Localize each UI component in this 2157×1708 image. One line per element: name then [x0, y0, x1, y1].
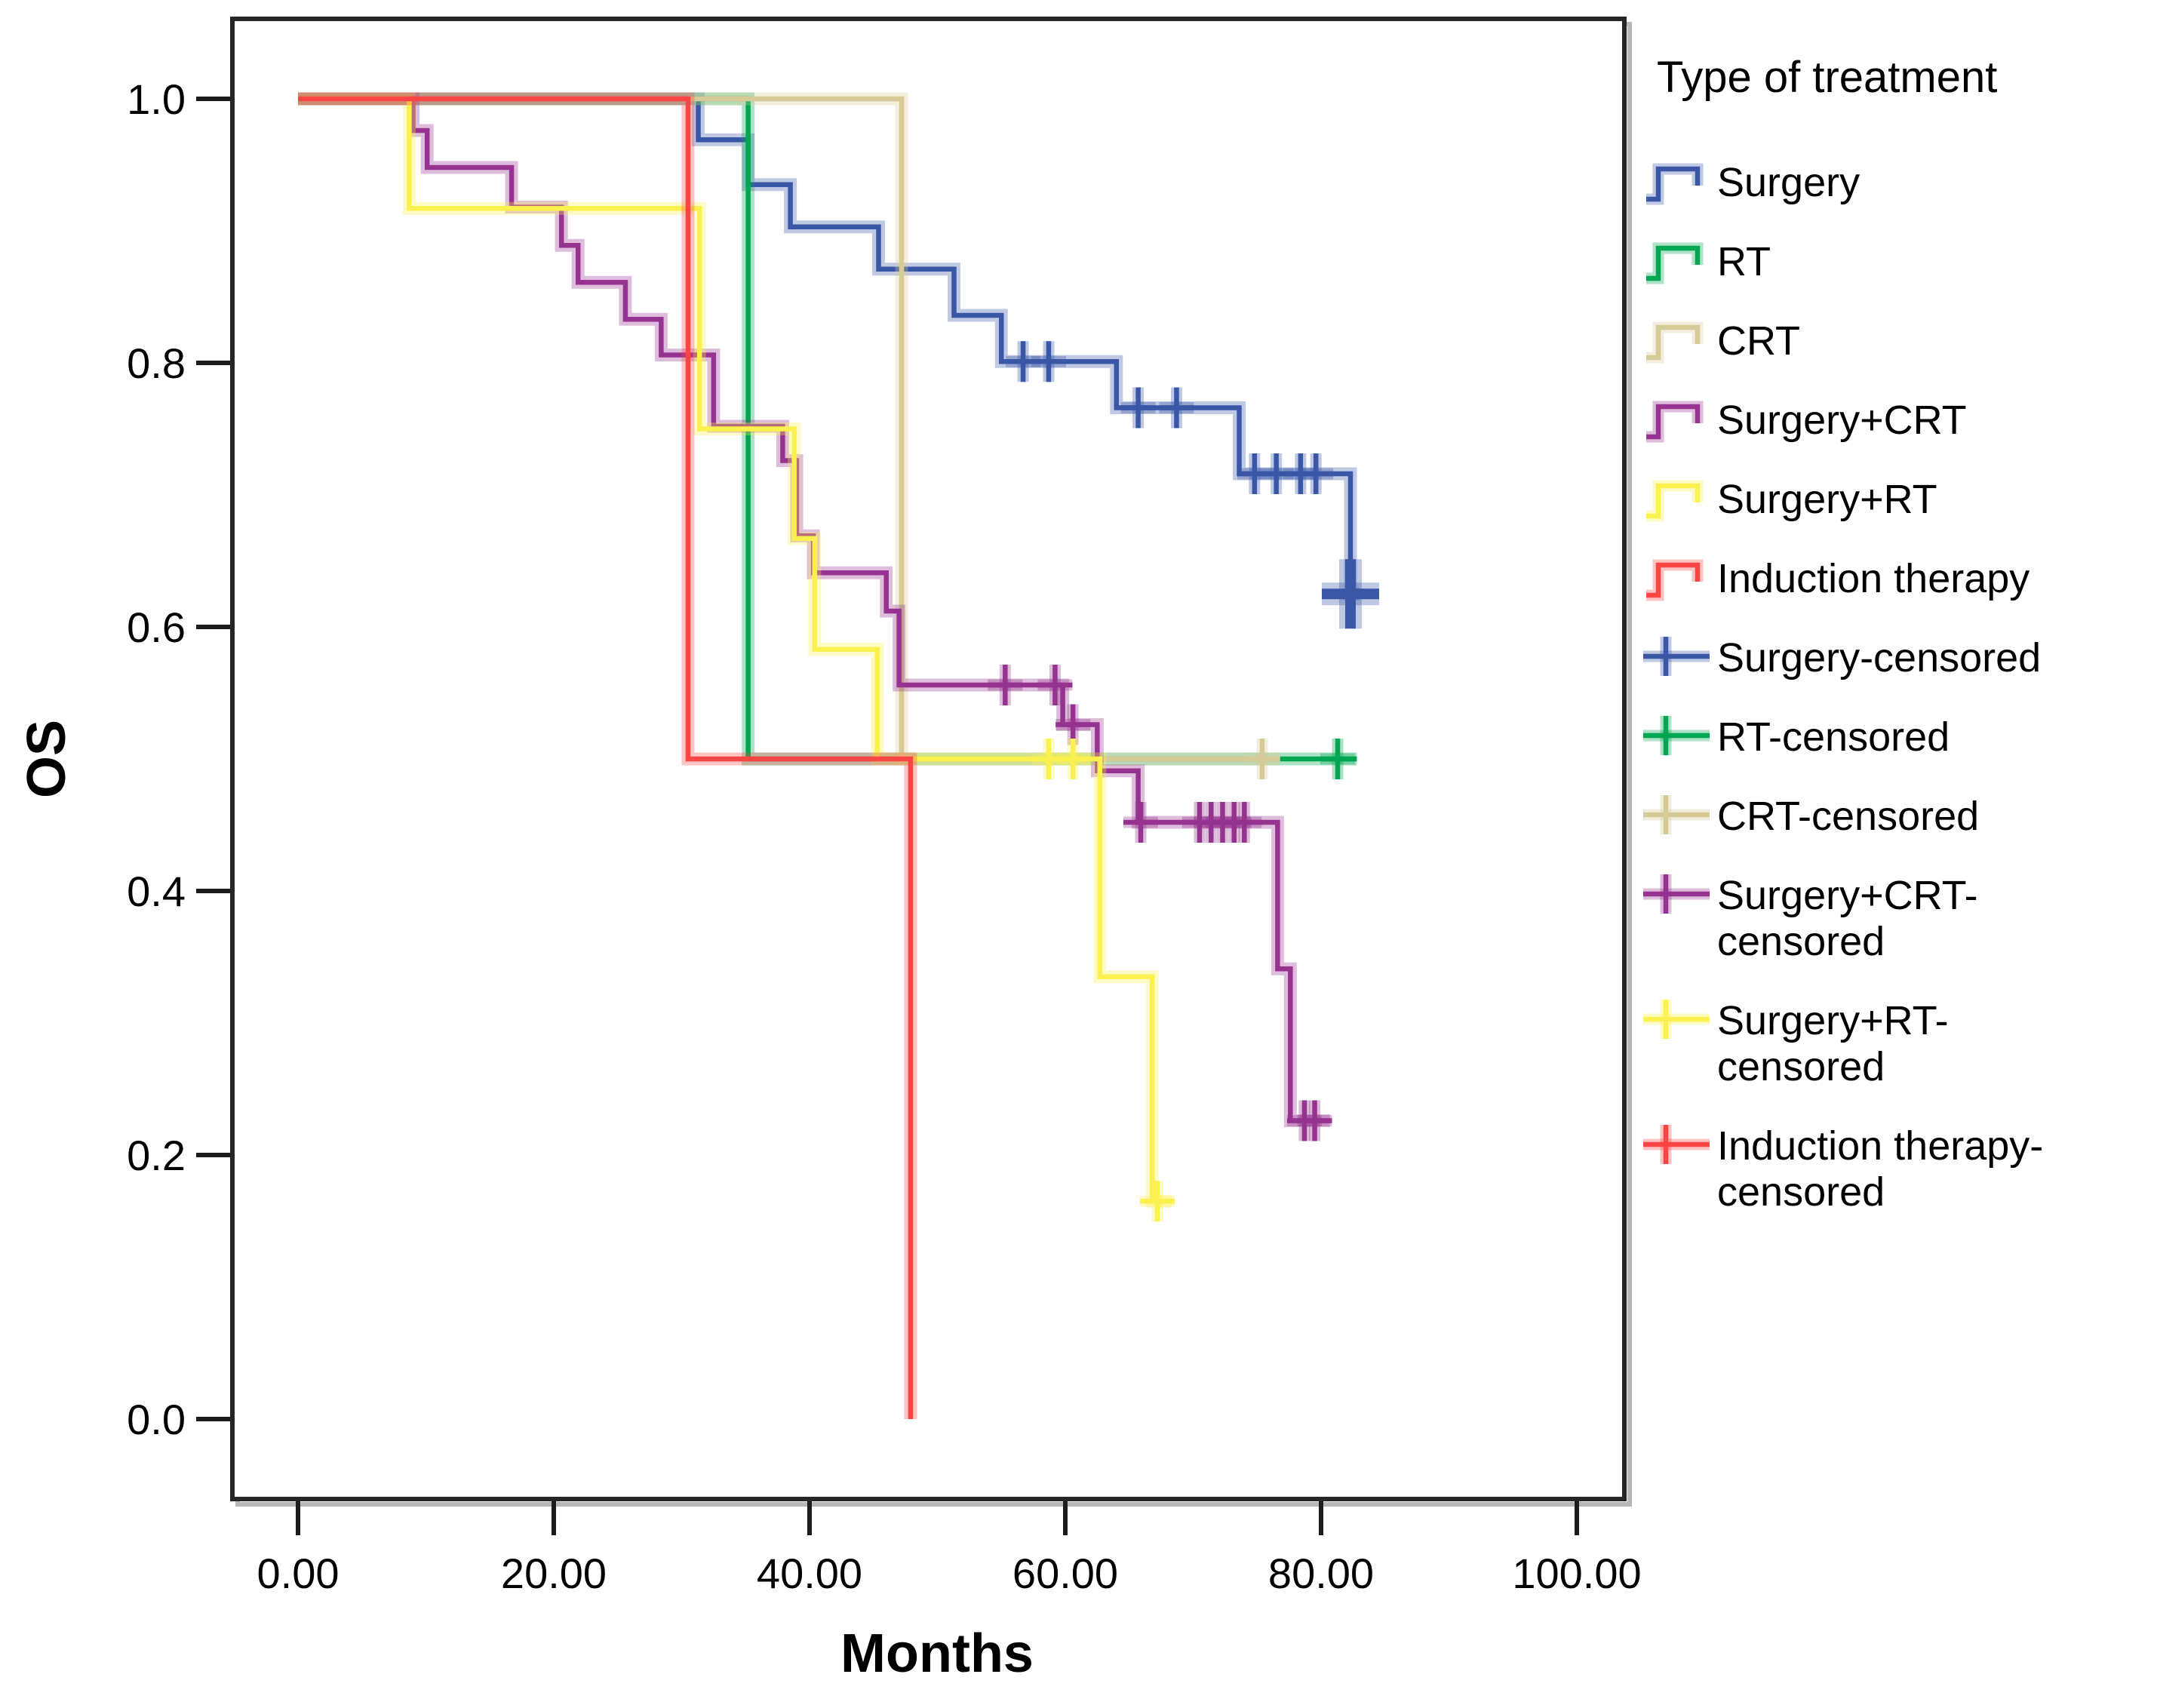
y-axis-title: OS [17, 720, 77, 798]
legend-censor-key-icon [1643, 795, 1710, 834]
y-tick-label: 0.4 [127, 868, 186, 915]
legend-item-surgery-crt: Surgery+CRT [1646, 398, 1967, 443]
x-tick-label: 60.00 [1012, 1550, 1118, 1597]
legend-item-label: Surgery-censored [1717, 635, 2041, 680]
series-surgery-rt [298, 92, 1175, 1222]
legend-item-label: censored [1717, 1044, 1885, 1089]
legend-item-induction-therapy-censored: Induction therapy-censored [1643, 1123, 2043, 1215]
legend-item-rt-censored: RT-censored [1643, 714, 1950, 760]
legend-item-surgery-censored: Surgery-censored [1643, 635, 2041, 680]
y-tick-label: 0.0 [127, 1396, 186, 1443]
legend-item-label: Surgery+CRT [1717, 398, 1967, 443]
x-axis-title: Months [840, 1624, 1034, 1684]
x-tick-label: 20.00 [501, 1550, 607, 1597]
series-censors-crt [1245, 739, 1280, 779]
series-induction-therapy [298, 92, 917, 1419]
legend-item-label: Surgery+CRT- [1717, 873, 1978, 918]
legend-censor-key-icon [1643, 716, 1710, 755]
plot-frame [230, 17, 1627, 1501]
legend-censor-key-icon [1643, 874, 1710, 914]
legend-item-label: CRT [1717, 318, 1800, 364]
legend-item-label: RT-censored [1717, 714, 1950, 760]
legend-line-key-icon [1646, 321, 1704, 364]
y-tick-label: 0.6 [127, 604, 186, 651]
legend-line-key-icon [1646, 242, 1704, 284]
legend-item-induction-therapy: Induction therapy [1646, 556, 2029, 601]
x-tick-label: 40.00 [757, 1550, 862, 1597]
legend-item-rt: RT [1646, 239, 1771, 284]
y-tick-label: 0.2 [127, 1132, 186, 1179]
legend-item-label: Surgery+RT [1717, 477, 1937, 522]
legend-item-label: RT [1717, 239, 1771, 284]
legend-item-label: censored [1717, 919, 1885, 964]
legend-censor-key-icon [1643, 637, 1710, 676]
series-line-surgery-rt [298, 96, 1172, 1204]
series-censors-rt [1320, 739, 1356, 779]
x-tick-label: 0.00 [257, 1550, 340, 1597]
legend-item-label: Surgery+RT- [1717, 998, 1949, 1043]
series-censors-surgery-rt [1031, 739, 1175, 1222]
legend-item-label: Induction therapy [1717, 556, 2029, 601]
legend-line-key-icon [1646, 480, 1704, 522]
x-tick-label: 80.00 [1268, 1550, 1374, 1597]
y-tick-label: 0.8 [127, 339, 186, 387]
legend-item-label: CRT-censored [1717, 794, 1979, 839]
legend-item-crt: CRT [1646, 318, 1800, 364]
legend-censor-key-icon [1643, 1000, 1710, 1039]
legend-item-surgery: Surgery [1646, 160, 1860, 205]
legend-line-key-icon [1646, 163, 1704, 205]
x-tick-label: 100.00 [1512, 1550, 1641, 1597]
y-tick-label: 1.0 [127, 75, 186, 123]
legend-line-key-icon [1646, 401, 1704, 443]
legend-item-surgery-rt: Surgery+RT [1646, 477, 1937, 522]
legend-item-label: censored [1717, 1169, 1885, 1215]
legend-item-surgery-crt-censored: Surgery+CRT-censored [1643, 873, 1978, 964]
legend-line-key-icon [1646, 559, 1704, 601]
legend-title: Type of treatment [1657, 53, 1997, 102]
legend-item-label: Surgery [1717, 160, 1860, 205]
series-line-induction-therapy [298, 96, 914, 1419]
legend-censor-key-icon [1643, 1125, 1710, 1164]
series-censors-surgery-crt [988, 665, 1332, 1141]
legend-item-surgery-rt-censored: Surgery+RT-censored [1643, 998, 1949, 1089]
legend-item-label: Induction therapy- [1717, 1123, 2043, 1169]
series-censors-surgery [1006, 341, 1379, 629]
legend-item-crt-censored: CRT-censored [1643, 794, 1979, 839]
